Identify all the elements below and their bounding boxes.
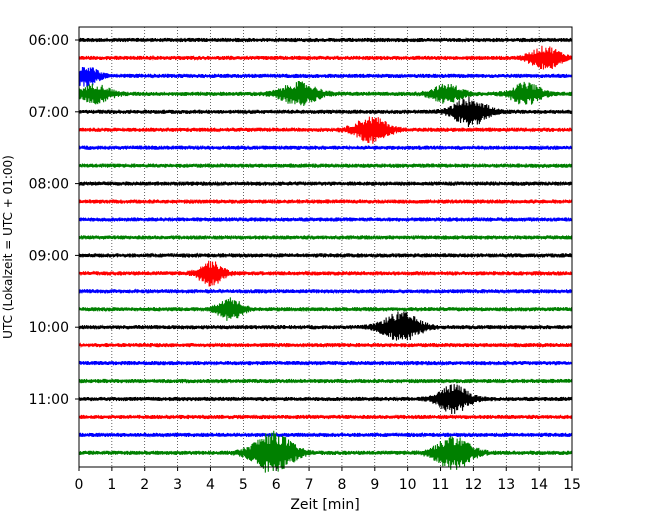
- x-tick-label: 3: [173, 477, 182, 493]
- y-tick-label: 08:00: [29, 177, 69, 193]
- trace-06:30: [78, 67, 573, 88]
- seismogram-traces: [78, 36, 573, 473]
- x-tick-label: 4: [206, 477, 215, 493]
- x-tick-label: 8: [337, 477, 346, 493]
- trace-07:45: [78, 163, 573, 169]
- y-tick-label: 09:00: [29, 248, 69, 264]
- x-axis-ticks: 0 1 2 3 4 5 6 7 8 9 10 11 12 13 14 15: [75, 467, 581, 493]
- trace-06:45: [78, 81, 573, 106]
- trace-06:15: [78, 45, 573, 70]
- x-tick-label: 1: [107, 477, 116, 493]
- trace-07:00: [78, 96, 573, 127]
- trace-09:15: [78, 260, 573, 287]
- x-tick-label: 7: [305, 477, 314, 493]
- y-axis-label: UTC (Lokalzeit = UTC + 01:00): [1, 155, 15, 339]
- trace-08:00: [78, 180, 573, 187]
- y-tick-label: 07:00: [29, 105, 69, 121]
- trace-10:45: [78, 378, 573, 384]
- trace-11:45: [78, 430, 573, 473]
- x-tick-label: 13: [497, 477, 515, 493]
- trace-11:15: [78, 413, 573, 420]
- x-tick-label: 11: [432, 477, 450, 493]
- trace-09:45: [78, 297, 573, 321]
- trace-10:15: [78, 342, 573, 349]
- trace-08:30: [78, 216, 573, 223]
- trace-10:00: [78, 311, 573, 341]
- x-tick-label: 2: [140, 477, 149, 493]
- x-tick-label: 12: [464, 477, 482, 493]
- y-tick-label: 10:00: [29, 320, 69, 336]
- trace-08:15: [78, 198, 573, 204]
- x-tick-label: 6: [272, 477, 281, 493]
- x-axis-label: Zeit [min]: [290, 497, 359, 513]
- trace-11:30: [78, 431, 573, 438]
- trace-11:00: [78, 384, 573, 415]
- trace-09:30: [78, 288, 573, 295]
- x-tick-label: 0: [75, 477, 84, 493]
- x-tick-label: 5: [239, 477, 248, 493]
- x-tick-label: 15: [563, 477, 581, 493]
- trace-06:00: [78, 36, 573, 43]
- trace-07:30: [78, 144, 573, 151]
- y-tick-label: 11:00: [29, 392, 69, 408]
- x-tick-label: 9: [370, 477, 379, 493]
- trace-09:00: [78, 252, 573, 259]
- trace-08:45: [78, 234, 573, 240]
- trace-10:30: [78, 360, 573, 367]
- x-tick-label: 10: [399, 477, 417, 493]
- y-axis-ticks: 06:00 07:00 08:00 09:00 10:00 11:00: [29, 33, 79, 408]
- trace-07:15: [78, 116, 573, 144]
- x-tick-label: 14: [530, 477, 548, 493]
- plot-frame: [78, 26, 573, 468]
- y-tick-label: 06:00: [29, 33, 69, 49]
